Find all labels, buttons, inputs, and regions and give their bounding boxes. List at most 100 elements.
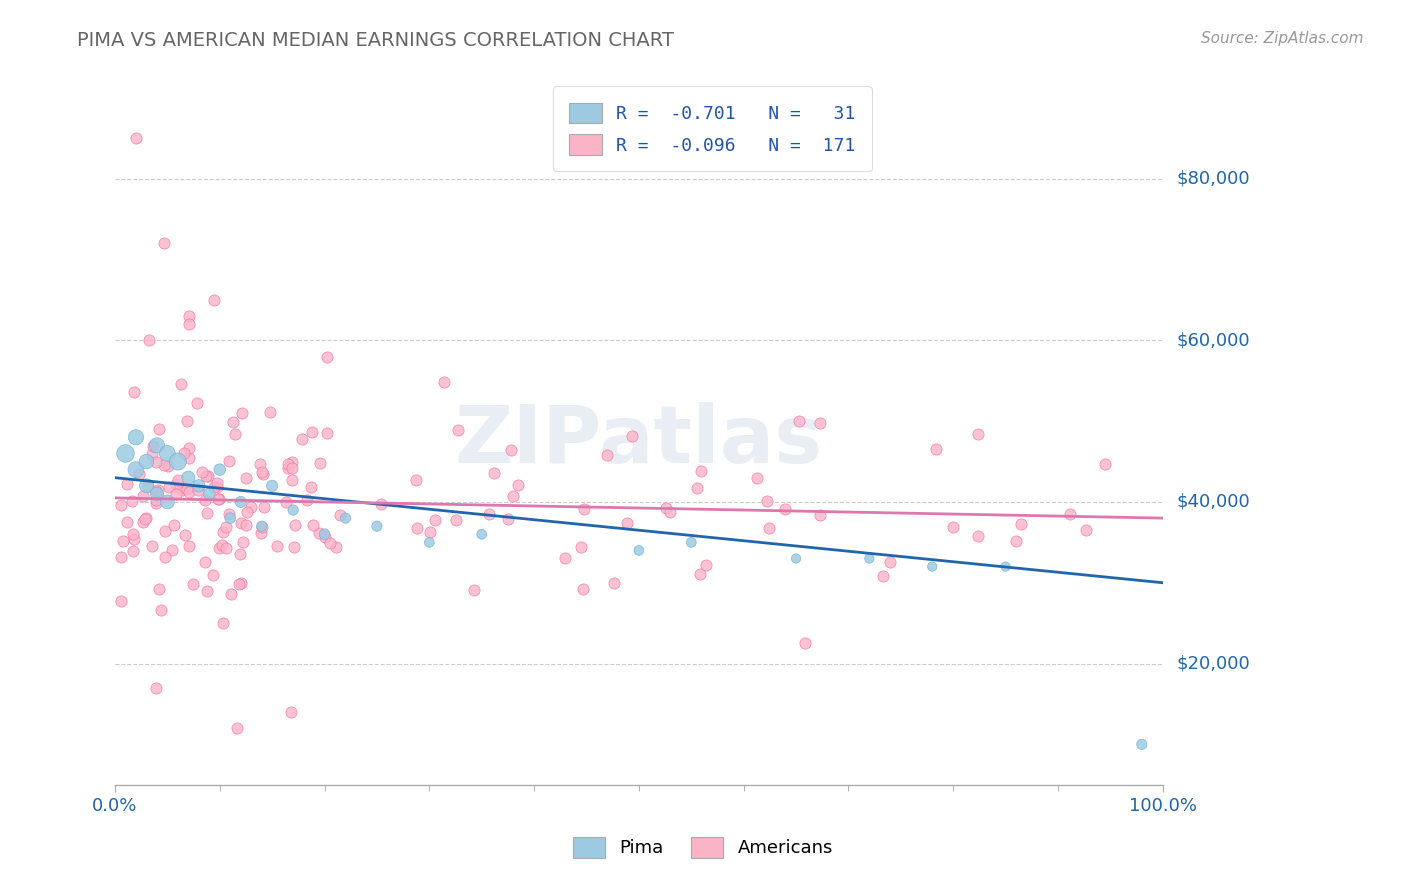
Point [554,551,576,566]
Point [229,575,252,590]
Point [471,527,494,541]
Text: $80,000: $80,000 [1177,169,1250,187]
Point [149,603,172,617]
Point [110,594,132,608]
Text: PIMA VS AMERICAN MEDIAN EARNINGS CORRELATION CHART: PIMA VS AMERICAN MEDIAN EARNINGS CORRELA… [77,31,675,50]
Point [195,506,218,520]
Point [654,500,676,515]
Point [225,721,247,735]
Point [136,479,159,493]
Text: $60,000: $60,000 [1177,331,1250,350]
Point [125,131,148,145]
Point [170,483,193,497]
Point [219,511,242,525]
Point [274,495,297,509]
Point [478,507,501,521]
Point [419,524,441,539]
Point [681,535,703,549]
Point [117,515,139,529]
Point [114,446,136,460]
Point [773,501,796,516]
Point [315,350,337,364]
Point [463,582,485,597]
Legend: R =  -0.701   N =   31, R =  -0.096   N =  171: R = -0.701 N = 31, R = -0.096 N = 171 [553,87,872,171]
Point [308,526,330,541]
Point [756,494,779,508]
Point [921,559,943,574]
Point [125,430,148,444]
Point [444,513,467,527]
Point [163,518,186,533]
Point [121,544,143,558]
Text: $20,000: $20,000 [1177,655,1250,673]
Point [122,533,145,547]
Point [177,471,200,485]
Point [229,516,252,530]
Point [141,447,163,461]
Point [250,520,273,534]
Point [758,521,780,535]
Point [685,481,707,495]
Point [211,538,233,552]
Point [179,309,201,323]
Point [135,479,157,493]
Point [418,535,440,549]
Point [219,587,242,601]
Point [155,550,177,565]
Point [250,526,273,541]
Point [283,540,305,554]
Point [281,503,304,517]
Point [167,454,190,468]
Point [690,464,713,478]
Point [195,468,218,483]
Point [215,520,238,534]
Point [1074,523,1097,537]
Point [135,454,157,468]
Point [134,512,156,526]
Point [240,500,263,515]
Point [266,539,288,553]
Point [208,462,231,476]
Point [250,519,273,533]
Point [194,492,217,507]
Point [858,551,880,566]
Point [808,416,831,430]
Point [695,558,717,572]
Point [484,466,506,480]
Point [212,524,235,539]
Point [110,498,132,512]
Point [197,469,219,483]
Point [872,569,894,583]
Legend: Pima, Americans: Pima, Americans [565,830,841,865]
Point [302,518,325,533]
Point [966,427,988,442]
Point [603,575,626,590]
Point [128,467,150,482]
Point [187,483,209,497]
Point [218,454,240,468]
Point [924,442,946,457]
Point [252,467,274,481]
Point [425,513,447,527]
Point [627,543,650,558]
Point [187,479,209,493]
Point [785,551,807,566]
Point [1010,516,1032,531]
Point [148,483,170,497]
Point [205,476,228,491]
Point [156,495,179,509]
Point [281,455,304,469]
Point [173,446,195,460]
Point [153,458,176,473]
Point [325,540,347,554]
Point [205,480,228,494]
Point [1094,457,1116,471]
Point [146,438,169,452]
Point [596,448,619,462]
Point [569,541,592,555]
Point [314,530,336,544]
Point [787,414,810,428]
Point [141,540,163,554]
Point [994,559,1017,574]
Point [204,293,226,307]
